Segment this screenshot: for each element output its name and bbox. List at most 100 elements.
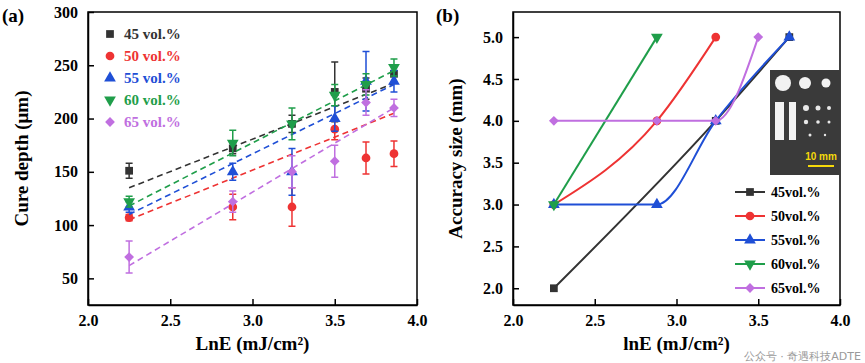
plot-area: [548, 30, 795, 292]
point: [550, 284, 558, 292]
y-tick: 50: [62, 270, 94, 287]
y-tick: 2.0: [483, 280, 519, 297]
x-tick-label: 4.0: [408, 312, 428, 329]
x-tick: 3.5: [749, 299, 769, 329]
x-axis: 2.02.53.03.54.0: [504, 299, 851, 329]
legend-marker: [106, 52, 115, 61]
legend-item: 55 vol.%: [104, 70, 181, 86]
y-tick-mark: [88, 118, 94, 120]
legend-item: 45vol.%: [735, 185, 820, 200]
legend-label: 65 vol.%: [124, 114, 181, 130]
point: [362, 154, 371, 163]
y-axis-line: [513, 13, 515, 306]
y-axis-title: Cure depth (μm): [11, 90, 33, 226]
y-tick: 3.5: [483, 154, 519, 171]
inset-dot: [827, 106, 831, 110]
y-tick-mark: [88, 12, 94, 14]
legend-item: 65vol.%: [735, 281, 820, 296]
point: [390, 149, 399, 158]
y-tick-label: 300: [54, 4, 78, 21]
x-tick-mark: [417, 299, 419, 305]
y-tick-label: 200: [54, 110, 78, 127]
series: [124, 90, 399, 273]
y-tick-label: 150: [54, 163, 78, 180]
y-tick-label: 100: [54, 217, 78, 234]
y-tick-mark: [513, 37, 519, 39]
point: [653, 116, 662, 125]
series: [549, 32, 763, 126]
scale-label: 10 mm: [805, 151, 837, 162]
y-tick: 200: [54, 110, 94, 127]
legend: 45vol.% 50vol.% 55vol.% 60vol.% 65vol.%: [735, 185, 820, 296]
point: [330, 156, 340, 166]
legend: 45 vol.%50 vol.%55 vol.%60 vol.%65 vol.%: [104, 26, 181, 130]
line: [554, 37, 758, 121]
x-tick-mark: [335, 299, 337, 305]
fit-line: [129, 108, 394, 266]
panel-label: (a): [2, 5, 24, 27]
legend-label: 45 vol.%: [124, 26, 181, 42]
inset-hole: [799, 77, 811, 89]
legend-label: 45vol.%: [771, 185, 820, 200]
legend-marker: [104, 97, 116, 107]
point: [652, 116, 662, 126]
y-tick-label: 5.0: [483, 29, 503, 46]
y-tick: 4.0: [483, 112, 519, 129]
legend-label: 60vol.%: [771, 257, 820, 272]
y-tick-mark: [513, 288, 519, 290]
x-tick: 2.5: [161, 299, 181, 329]
series: [548, 30, 795, 208]
y-tick: 300: [54, 4, 94, 21]
error-bar: [126, 163, 133, 178]
y-tick-label: 2.5: [483, 238, 503, 255]
y-tick-label: 3.0: [483, 196, 503, 213]
point: [711, 33, 720, 42]
point: [286, 120, 298, 130]
x-tick: 4.0: [408, 299, 428, 329]
x-axis-title: lnE (mJ/cm²): [623, 333, 730, 355]
x-tick-mark: [758, 299, 760, 305]
inset-hole: [775, 75, 791, 91]
point: [388, 64, 400, 74]
y-tick-mark: [88, 65, 94, 67]
series: [550, 33, 793, 292]
legend-marker: [744, 233, 756, 243]
inset-image: 10 mm: [770, 70, 840, 175]
y-tick-mark: [513, 162, 519, 164]
point: [329, 92, 341, 102]
y-tick: 250: [54, 57, 94, 74]
y-tick-mark: [88, 225, 94, 227]
x-axis: 2.02.53.03.54.0: [79, 299, 428, 329]
series: [548, 34, 663, 212]
x-tick: 4.0: [831, 299, 851, 329]
legend-item: 50vol.%: [735, 209, 820, 224]
x-tick-label: 3.0: [243, 312, 263, 329]
point: [287, 167, 297, 177]
y-tick-label: 2.0: [483, 280, 503, 297]
inset-dot: [809, 134, 812, 137]
point: [651, 34, 663, 44]
y-tick-mark: [513, 204, 519, 206]
x-tick-mark: [252, 299, 254, 305]
x-tick-label: 4.0: [831, 312, 851, 329]
point: [125, 167, 133, 175]
plot-frame: [88, 12, 417, 305]
series: [123, 51, 400, 214]
point: [227, 165, 239, 175]
legend-marker: [744, 261, 756, 271]
legend-marker: [104, 71, 116, 81]
plot-area: [123, 51, 400, 273]
x-tick-label: 2.5: [585, 312, 605, 329]
legend-label: 55vol.%: [771, 233, 820, 248]
y-tick-mark: [513, 121, 519, 123]
line: [554, 37, 789, 288]
inset-dot: [816, 120, 820, 124]
watermark: 公众号 · 奇遇科技ADTE: [744, 350, 861, 363]
y-tick: 2.5: [483, 238, 519, 255]
y-axis-line: [88, 13, 90, 306]
panel: 2.02.53.03.54.050100150200250300LnE (mJ/…: [2, 4, 428, 355]
point: [228, 197, 238, 207]
fit-line: [129, 71, 394, 206]
point: [549, 116, 559, 126]
y-tick-mark: [88, 278, 94, 280]
